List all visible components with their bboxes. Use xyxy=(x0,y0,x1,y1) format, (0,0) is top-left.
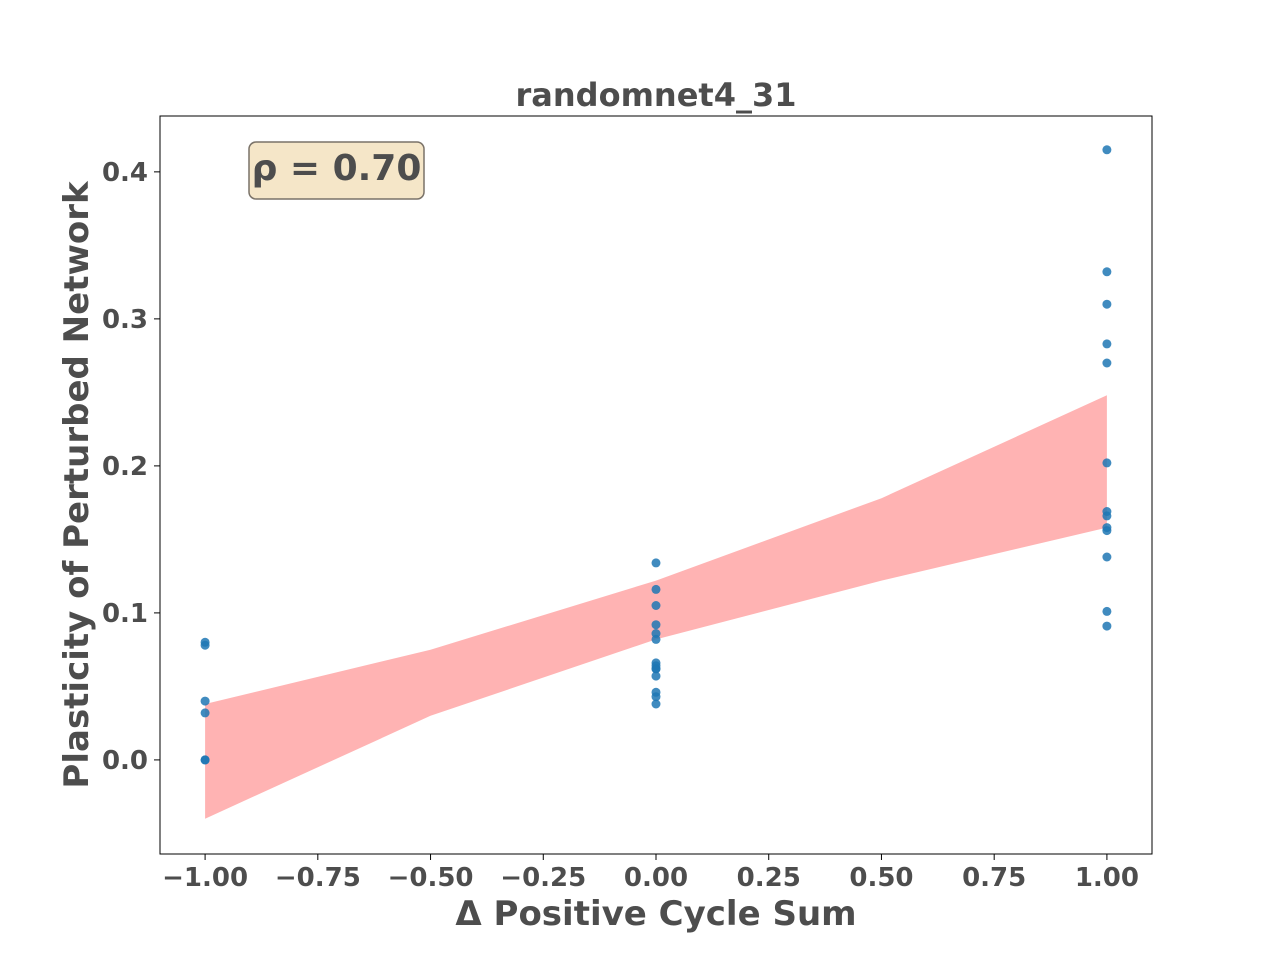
data-point xyxy=(651,699,661,709)
data-point xyxy=(1102,339,1112,349)
chart-title: randomnet4_31 xyxy=(516,76,797,114)
data-point xyxy=(200,708,210,718)
data-points-layer xyxy=(200,145,1112,765)
data-point xyxy=(200,755,210,765)
data-point xyxy=(200,640,210,650)
x-axis-ticks: −1.00 −0.75 −0.50 −0.25 0.00 0.25 0.50 0.75 1.00 xyxy=(162,854,1139,893)
data-point xyxy=(651,584,661,594)
x-tick-label: 0.00 xyxy=(624,863,688,893)
data-point xyxy=(1102,621,1112,631)
data-point xyxy=(651,601,661,610)
annotation-box xyxy=(248,141,425,200)
annotation-text: ρ = 0.70 xyxy=(252,148,422,189)
data-point xyxy=(651,558,661,568)
data-point xyxy=(1102,458,1112,468)
y-tick-label: 0.1 xyxy=(102,599,148,629)
data-point xyxy=(1102,606,1112,616)
x-tick-label: 0.50 xyxy=(849,863,913,893)
data-point xyxy=(1102,526,1112,536)
x-tick-label: −0.50 xyxy=(388,863,474,893)
y-tick-label: 0.2 xyxy=(102,452,148,482)
y-tick-label: 0.3 xyxy=(102,305,148,335)
x-tick-label: 0.75 xyxy=(962,863,1026,893)
y-tick-label: 0.0 xyxy=(102,746,148,776)
data-point xyxy=(651,634,661,644)
x-tick-label: −0.25 xyxy=(500,863,586,893)
data-point xyxy=(1102,358,1112,368)
x-axis-label: Δ Positive Cycle Sum xyxy=(455,894,856,934)
y-axis-ticks: 0.0 0.1 0.2 0.3 0.4 xyxy=(102,158,160,776)
data-point xyxy=(1102,511,1112,521)
data-point xyxy=(651,620,661,630)
correlation-annotation: ρ = 0.70 xyxy=(248,141,425,200)
x-tick-label: −1.00 xyxy=(162,863,248,893)
data-point xyxy=(1102,267,1112,277)
data-point xyxy=(651,692,661,702)
y-axis-label: Plasticity of Perturbed Network xyxy=(57,180,97,789)
x-tick-label: 0.25 xyxy=(737,863,801,893)
data-point xyxy=(1102,145,1112,155)
data-point xyxy=(1102,299,1112,309)
y-tick-label: 0.4 xyxy=(102,158,148,188)
data-point xyxy=(200,696,210,706)
data-point xyxy=(651,664,661,674)
x-tick-label: 1.00 xyxy=(1075,863,1139,893)
data-point xyxy=(651,671,661,681)
data-point xyxy=(1102,552,1112,562)
x-tick-label: −0.75 xyxy=(275,863,361,893)
